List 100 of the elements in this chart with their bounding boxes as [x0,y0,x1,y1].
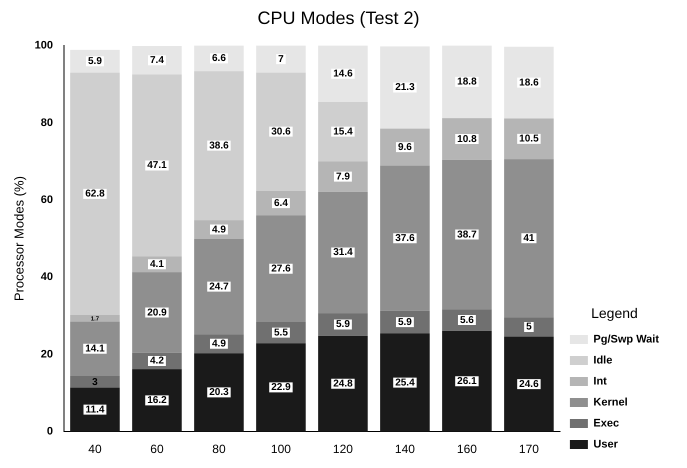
data-label: 21.3 [395,82,416,94]
x-tick-label: 40 [88,442,102,456]
y-tick-label: 80 [40,116,53,129]
data-label: 7.4 [150,55,164,66]
data-label: 4.1 [150,259,164,270]
data-label: 14.6 [333,68,354,80]
data-label: 25.4 [395,377,416,388]
data-label: 9.6 [398,142,412,153]
data-label: 24.8 [333,378,354,390]
data-label: 4.9 [212,338,226,350]
y-tick-label: 100 [34,40,53,52]
bar [132,272,182,353]
data-label: 5.5 [274,327,288,338]
bar [504,336,554,432]
data-label: 5.9 [398,316,412,328]
data-label: 6.4 [274,198,288,209]
bar [504,159,554,318]
bar [256,190,306,216]
bar [70,72,120,316]
data-label: 5.9 [88,56,102,67]
data-label: 24.7 [209,281,230,292]
data-label: 10.8 [457,134,478,145]
bar [194,238,244,334]
bar [380,46,430,129]
y-tick-label: 40 [40,271,53,284]
x-tick-label: 60 [150,442,164,456]
y-axis-title: Processor Modes (%) [11,176,26,302]
data-label: 24.6 [519,378,540,390]
legend-label: Pg/Swp Wait [593,334,660,346]
bar [442,330,492,432]
data-label: 62.8 [85,188,106,200]
bar [256,46,306,73]
data-label: 18.8 [457,76,478,88]
data-label: 7 [278,54,284,65]
data-label: 7.9 [336,171,350,182]
data-label: 15.4 [333,126,354,138]
data-label: 22.9 [271,382,292,394]
bar [256,343,306,432]
y-tick-label: 0 [46,426,53,438]
bar [132,369,182,432]
bar [194,71,244,220]
data-label: 5 [526,322,532,333]
bar [504,118,554,160]
bar [256,72,306,191]
legend-label: Kernel [593,396,628,409]
data-label: 11.4 [85,404,105,416]
data-label: 20.9 [147,307,168,318]
data-label: 31.4 [333,247,354,258]
bar [132,74,182,256]
bar [318,46,368,102]
bar [380,128,430,166]
bar [70,376,120,388]
bar [504,317,554,337]
data-label: 5.6 [460,314,474,326]
bar [442,46,492,118]
bar [256,215,306,322]
y-tick-label: 60 [40,194,53,206]
bar [380,334,430,432]
legend-title: Legend [591,305,638,322]
legend-label: Int [593,376,608,388]
data-label: 5.9 [336,319,350,330]
bar [442,118,492,160]
data-label: 3 [92,377,98,388]
x-tick-label: 80 [212,442,226,456]
data-label: 47.1 [147,160,168,172]
bar [194,46,244,72]
bar [194,353,244,432]
x-tick-label: 140 [394,442,416,456]
legend-label: User [593,438,619,451]
data-label: 30.6 [271,126,292,138]
data-label: 26.1 [457,376,478,387]
y-tick-label: 20 [40,348,53,360]
data-label: 4.9 [212,224,226,236]
x-tick-label: 120 [332,442,354,456]
data-label: 18.6 [519,77,540,88]
bar [132,46,182,75]
bar [70,322,120,376]
data-label: 20.3 [209,387,230,398]
bar [318,192,368,314]
x-tick-label: 170 [518,442,540,456]
chart-title: CPU Modes (Test 2) [257,8,420,28]
bar [318,102,368,162]
data-label: 37.6 [395,232,416,244]
bar [70,315,120,322]
data-label: 38.6 [209,140,230,152]
data-label: 14.1 [85,344,106,355]
legend-label: Exec [593,418,620,430]
bar [442,160,492,310]
bar [318,161,368,192]
data-label: 4.2 [150,356,164,367]
data-label: 16.2 [147,395,168,406]
x-tick-label: 100 [270,442,292,456]
data-label: 38.7 [457,229,478,240]
data-label: 41 [523,232,535,244]
bar [504,46,554,119]
x-tick-label: 160 [456,442,478,456]
bar [70,388,120,432]
bar [380,166,430,311]
data-label: 27.6 [271,263,292,274]
data-label: 10.5 [519,134,540,145]
